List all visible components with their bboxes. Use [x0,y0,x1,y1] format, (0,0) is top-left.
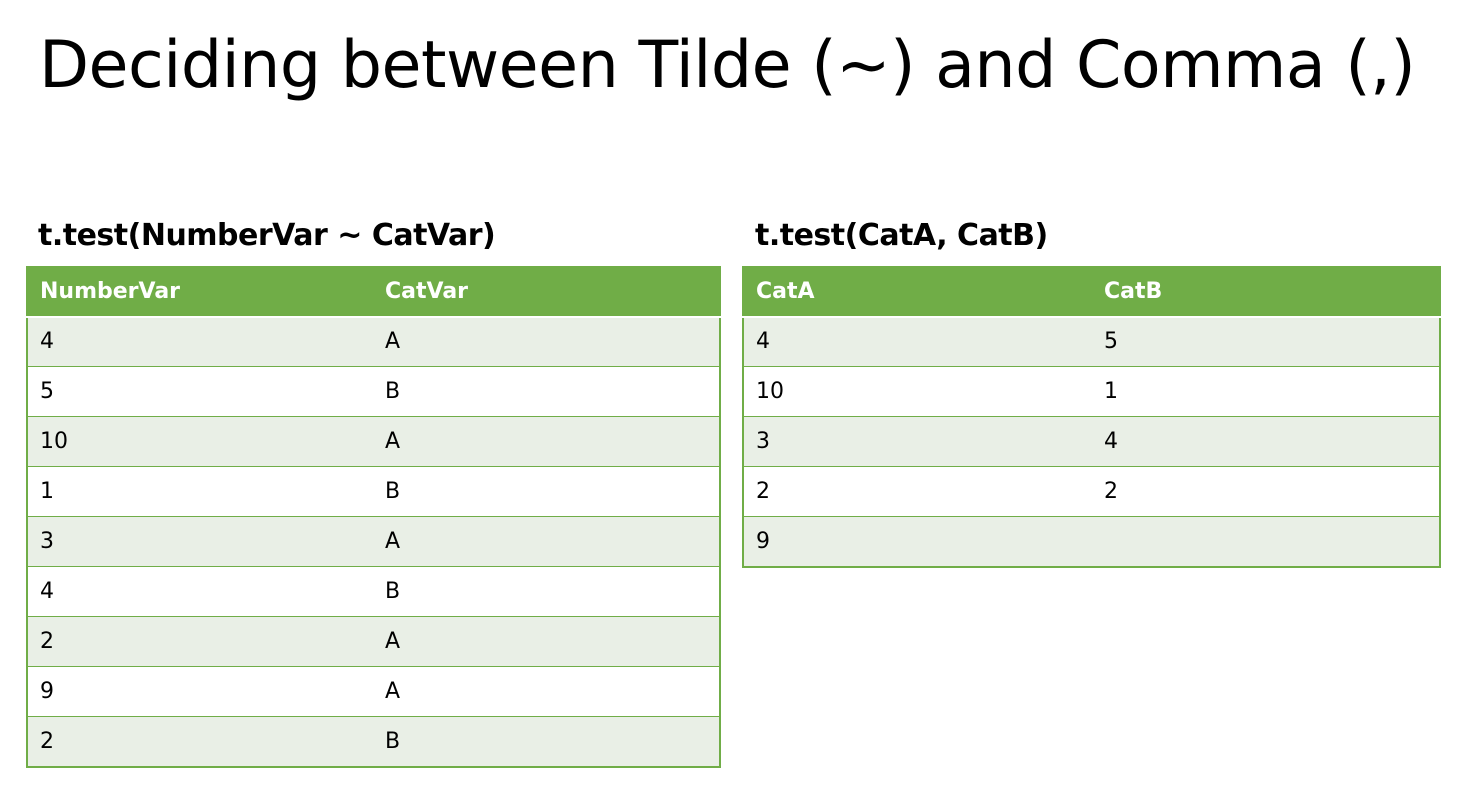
table-row: 3 A [26,516,721,567]
numbervar-cell: 2 [26,716,373,768]
catb-cell: 5 [1092,316,1441,367]
numbervar-cell: 3 [26,516,373,567]
table-header-row: CatA CatB [742,266,1441,318]
table-header-row: NumberVar CatVar [26,266,721,318]
numbervar-cell: 4 [26,316,373,367]
catb-cell: 2 [1092,466,1441,517]
column-header-catb: CatB [1092,266,1441,318]
catvar-cell: B [373,366,721,417]
cata-cell: 4 [742,316,1092,367]
numbervar-cell: 10 [26,416,373,467]
cata-cell: 9 [742,516,1092,568]
catvar-cell: B [373,466,721,517]
catvar-cell: B [373,716,721,768]
column-header-numbervar: NumberVar [26,266,373,318]
left-data-table: NumberVar CatVar 4 A 5 B 10 A 1 B 3 A 4 … [26,266,721,768]
table-row: 10 1 [742,366,1441,417]
catb-cell: 1 [1092,366,1441,417]
numbervar-cell: 4 [26,566,373,617]
catb-cell: 4 [1092,416,1441,467]
left-panel-heading: t.test(NumberVar ~ CatVar) [38,218,496,253]
cata-cell: 3 [742,416,1092,467]
table-row: 2 B [26,716,721,768]
catvar-cell: A [373,516,721,567]
table-row: 3 4 [742,416,1441,467]
catvar-cell: A [373,666,721,717]
catb-cell [1092,516,1441,568]
table-row: 4 A [26,316,721,367]
table-row: 4 B [26,566,721,617]
table-row: 2 A [26,616,721,667]
numbervar-cell: 5 [26,366,373,417]
cata-cell: 10 [742,366,1092,417]
table-row: 2 2 [742,466,1441,517]
column-header-catvar: CatVar [373,266,721,318]
table-row: 5 B [26,366,721,417]
numbervar-cell: 2 [26,616,373,667]
table-row: 4 5 [742,316,1441,367]
column-header-cata: CatA [742,266,1092,318]
table-row: 1 B [26,466,721,517]
catvar-cell: A [373,316,721,367]
numbervar-cell: 9 [26,666,373,717]
right-panel-heading: t.test(CatA, CatB) [755,218,1048,253]
slide-title: Deciding between Tilde (~) and Comma (,) [39,28,1416,103]
right-data-table: CatA CatB 4 5 10 1 3 4 2 2 9 [742,266,1441,568]
table-row: 9 A [26,666,721,717]
catvar-cell: A [373,616,721,667]
numbervar-cell: 1 [26,466,373,517]
catvar-cell: B [373,566,721,617]
table-row: 10 A [26,416,721,467]
catvar-cell: A [373,416,721,467]
cata-cell: 2 [742,466,1092,517]
table-row: 9 [742,516,1441,568]
